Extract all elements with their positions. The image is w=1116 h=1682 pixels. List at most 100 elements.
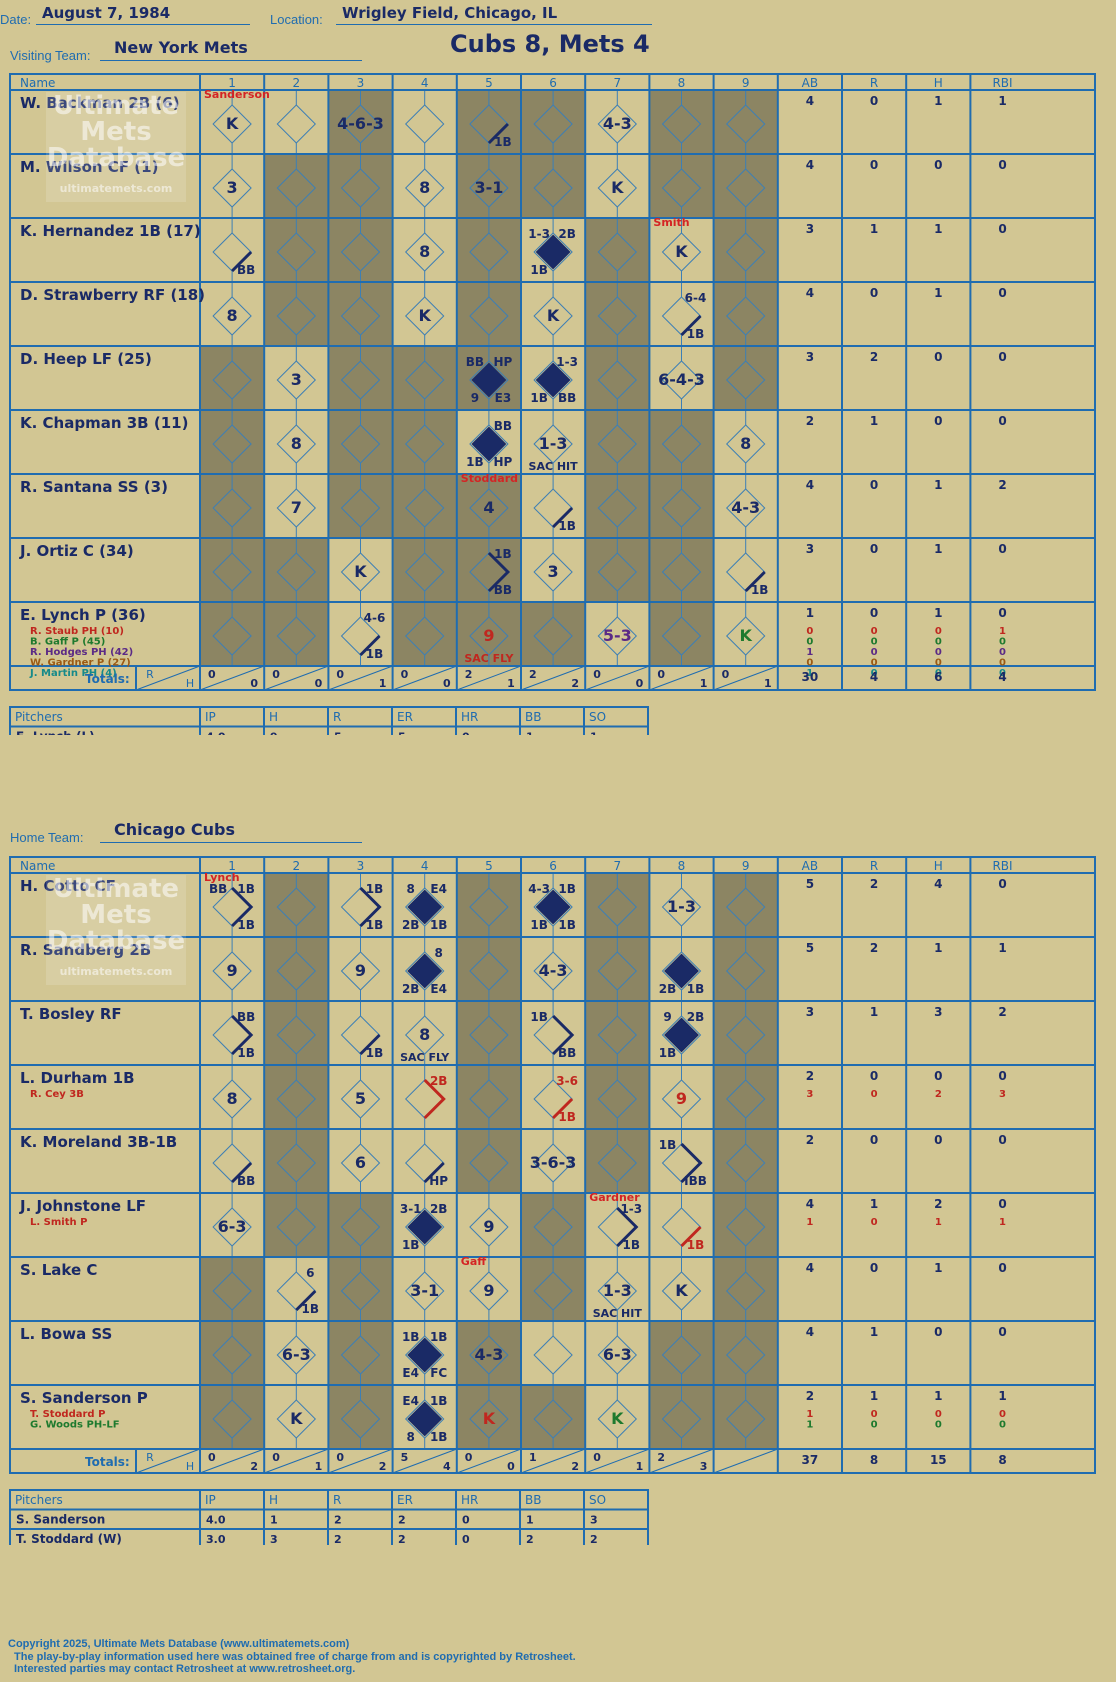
- visitor-run-scored-mark: [471, 362, 507, 398]
- visitor-pitcher-stat: 5: [334, 731, 342, 736]
- visitor-totals-label: Totals:: [85, 672, 130, 686]
- visitor-play-notation: K: [547, 306, 560, 325]
- home-play-notation: BB: [237, 1174, 255, 1188]
- visitor-stat-value: 3: [806, 222, 814, 236]
- visitor-base-path-mark: [680, 314, 702, 337]
- visitor-sub-stat: 0: [935, 658, 942, 669]
- home-sub-stat: 3: [999, 1089, 1006, 1100]
- visitor-inning-runs: 0: [593, 668, 601, 681]
- home-totals-r-label: R: [146, 1451, 154, 1464]
- visitor-inning-hits: 0: [443, 677, 451, 690]
- visitor-player-name: K. Hernandez 1B (17): [20, 222, 201, 240]
- home-play-notation: 8: [435, 946, 443, 960]
- home-play-notation: 1B: [659, 1138, 677, 1152]
- visitor-inning-runs: 0: [722, 668, 730, 681]
- home-pitcher-stat: 3: [270, 1533, 278, 1545]
- visitor-play-notation: HP: [493, 355, 512, 369]
- visitor-stat-value: 2: [998, 478, 1006, 492]
- home-grid-border: [9, 856, 1096, 1474]
- visitor-watermark-text: Ultimate: [53, 91, 179, 121]
- home-stat-value: 0: [934, 1325, 942, 1339]
- visitor-sub-stat: 0: [935, 668, 942, 679]
- home-play-notation: 1B: [623, 1238, 641, 1252]
- home-play-notation: 2B: [430, 1202, 448, 1216]
- home-play-notation: 2B: [659, 982, 677, 996]
- visitor-totals-slash: [199, 665, 265, 691]
- visitor-play-notation: SAC FLY: [464, 652, 514, 665]
- home-play-notation: 1B: [430, 1430, 448, 1444]
- home-base-path-mark: [680, 1142, 703, 1184]
- visitor-play-notation: 1B: [530, 263, 548, 277]
- visitor-base-path-mark: [231, 250, 253, 273]
- home-stat-value: 0: [998, 1261, 1006, 1275]
- visitor-stat-header: AB: [802, 76, 818, 90]
- home-player-name: K. Moreland 3B-1B: [20, 1133, 177, 1151]
- home-run-scored-mark: [664, 1017, 699, 1053]
- home-total-stat: 15: [930, 1453, 947, 1467]
- visitor-play-notation: K: [226, 114, 239, 133]
- visitor-inning-hits: 0: [250, 677, 258, 690]
- visitor-sub-stat: 0: [871, 626, 878, 637]
- visitor-stat-value: 0: [870, 94, 878, 108]
- home-play-notation: 1B: [530, 1010, 548, 1024]
- home-total-stat: 8: [998, 1453, 1006, 1467]
- home-stat-value: 1: [870, 1005, 878, 1019]
- home-base-path-mark: [359, 1033, 381, 1056]
- home-play-notation: 1-3: [667, 897, 696, 916]
- home-play-notation: 2B: [402, 982, 420, 996]
- visitor-base-path-mark: [744, 570, 766, 593]
- visitor-play-notation: 1B: [530, 391, 548, 405]
- home-stat-value: 0: [870, 1069, 878, 1083]
- home-sub-stat: 0: [871, 1089, 878, 1100]
- location-underline: [336, 6, 652, 25]
- home-stat-value: 2: [806, 1133, 814, 1147]
- home-play-notation: K: [675, 1281, 688, 1300]
- visitor-play-notation: K: [675, 242, 688, 261]
- visitor-sub-stat: 0: [871, 668, 878, 679]
- visitor-player-name: E. Lynch P (36): [20, 606, 146, 624]
- home-stat-header: H: [934, 859, 943, 873]
- home-sub-stat: 0: [999, 1409, 1006, 1420]
- home-play-notation: 1B: [687, 982, 705, 996]
- visitor-totals-r-label: R: [146, 668, 154, 681]
- visitor-play-notation: 9: [483, 626, 494, 645]
- visitor-play-notation: 2B: [558, 227, 576, 241]
- visitor-pitchers-header: BB: [525, 710, 541, 724]
- location-label: Location:: [270, 12, 323, 27]
- home-base-path-mark: [231, 1014, 254, 1056]
- home-play-notation: 1B: [366, 1046, 384, 1060]
- visitor-stat-value: 0: [870, 606, 878, 620]
- home-player-name: T. Bosley RF: [20, 1005, 122, 1023]
- home-totals-slash: [264, 1448, 329, 1474]
- visitor-stat-value: 0: [998, 542, 1006, 556]
- visitor-stat-value: 0: [934, 414, 942, 428]
- visiting-underline: [100, 42, 362, 61]
- visitor-stat-header: R: [870, 76, 878, 90]
- visitor-inning-header: 7: [613, 76, 621, 90]
- visitor-play-notation: BB: [558, 391, 576, 405]
- visitor-totals-h-label: H: [186, 677, 194, 690]
- home-run-scored-mark: [407, 889, 443, 925]
- visitor-pitcher-name: E. Lynch (L): [16, 730, 95, 736]
- visitor-inning-hits: 2: [571, 677, 579, 690]
- visitor-pitcher-stat: 1: [526, 731, 534, 736]
- home-play-notation: 1B: [302, 1302, 320, 1316]
- home-inning-header: 5: [485, 859, 493, 873]
- visitor-totals-slash: [585, 665, 650, 691]
- home-play-notation: HP: [429, 1174, 448, 1188]
- visitor-play-notation: 1B: [466, 455, 484, 469]
- home-sub-stat: 1: [806, 1420, 813, 1431]
- home-play-notation: 1B: [530, 918, 548, 932]
- visitor-player-name: M. Wilson CF (1): [20, 158, 158, 176]
- home-play-notation: 1B: [558, 882, 576, 896]
- home-inning-header: 6: [549, 859, 557, 873]
- home-play-notation: 2B: [430, 1074, 448, 1088]
- visitor-stat-value: 0: [934, 158, 942, 172]
- visitor-inning-hits: 0: [636, 677, 644, 690]
- home-sub-name: L. Smith P: [30, 1217, 87, 1228]
- visitor-sub-stat: 0: [871, 637, 878, 648]
- visitor-stat-value: 2: [806, 414, 814, 428]
- visitor-inning-runs: 0: [401, 668, 409, 681]
- home-totals-label: Totals:: [85, 1455, 130, 1469]
- home-inning-hits: 2: [571, 1460, 579, 1473]
